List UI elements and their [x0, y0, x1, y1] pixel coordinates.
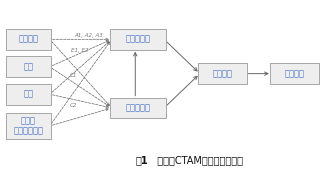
FancyBboxPatch shape	[6, 56, 51, 77]
Text: 行为意向: 行为意向	[285, 69, 305, 78]
Text: C2: C2	[69, 103, 77, 108]
Text: E1, E2: E1, E2	[71, 48, 89, 53]
FancyBboxPatch shape	[6, 84, 51, 104]
FancyBboxPatch shape	[110, 98, 166, 118]
Text: 图1: 图1	[135, 156, 148, 165]
Text: 感知易用性: 感知易用性	[125, 103, 150, 112]
Text: 感知态度: 感知态度	[18, 35, 38, 44]
Text: A1, A2, A3: A1, A2, A3	[74, 33, 103, 38]
FancyBboxPatch shape	[110, 29, 166, 50]
Text: 优化的CTAM模型变量关系图: 优化的CTAM模型变量关系图	[151, 156, 243, 165]
FancyBboxPatch shape	[270, 63, 319, 84]
FancyBboxPatch shape	[6, 113, 51, 139]
Text: 行为态度: 行为态度	[213, 69, 233, 78]
Text: 信任: 信任	[24, 90, 33, 99]
Text: 效率: 效率	[24, 62, 33, 71]
Text: 感知有用性: 感知有用性	[125, 35, 150, 44]
Text: 兼容性
（外部因素）: 兼容性 （外部因素）	[13, 116, 43, 136]
FancyBboxPatch shape	[198, 63, 247, 84]
FancyBboxPatch shape	[6, 29, 51, 50]
Text: C1: C1	[69, 73, 77, 78]
